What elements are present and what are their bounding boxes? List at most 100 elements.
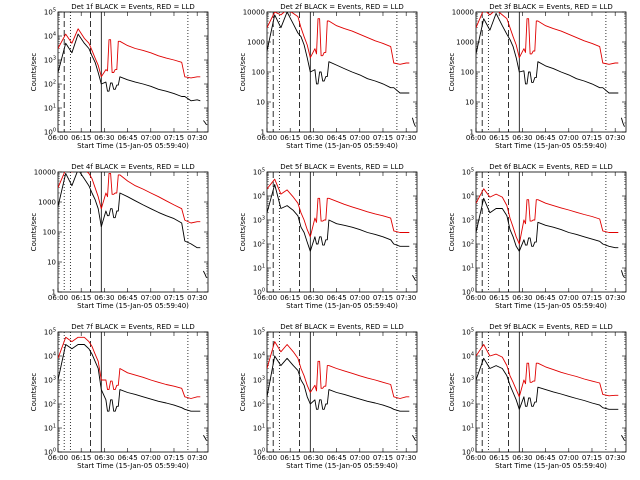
y-tick-label: 102 bbox=[462, 400, 474, 409]
y-tick-label: 101 bbox=[44, 104, 56, 113]
y-tick-label: 104 bbox=[253, 352, 265, 361]
y-tick-label: 10 bbox=[256, 99, 265, 107]
x-tick-label: 06:15 bbox=[280, 454, 300, 462]
chart-panel: Det 3f BLACK = Events, RED = LLD Counts/s… bbox=[448, 3, 627, 150]
y-tick-label: 102 bbox=[462, 240, 474, 249]
y-axis-label: Counts/sec bbox=[30, 53, 38, 92]
x-tick-label: 07:30 bbox=[605, 454, 625, 462]
series-line bbox=[267, 355, 416, 441]
y-tick-label: 101 bbox=[253, 264, 265, 273]
x-tick-label: 06:30 bbox=[303, 294, 323, 302]
x-tick-label: 07:30 bbox=[396, 134, 416, 142]
chart-panel: Det 1f BLACK = Events, RED = LLD Counts/s… bbox=[30, 3, 209, 150]
y-tick-label: 10000 bbox=[34, 169, 56, 177]
plot-frame bbox=[266, 11, 418, 133]
chart-title: Det 3f BLACK = Events, RED = LLD bbox=[489, 3, 612, 11]
y-tick-label: 104 bbox=[462, 192, 474, 201]
chart-panel: Det 9f BLACK = Events, RED = LLD Counts/s… bbox=[448, 323, 627, 470]
chart-title: Det 4f BLACK = Events, RED = LLD bbox=[71, 163, 194, 171]
y-tick-label: 1000 bbox=[38, 199, 56, 207]
x-tick-label: 07:30 bbox=[605, 294, 625, 302]
y-tick-label: 1000 bbox=[456, 39, 474, 47]
chart-title: Det 7f BLACK = Events, RED = LLD bbox=[71, 323, 194, 331]
y-axis-label: Counts/sec bbox=[30, 213, 38, 252]
x-tick-label: 07:00 bbox=[350, 454, 370, 462]
x-tick-label: 07:15 bbox=[582, 454, 602, 462]
x-tick-label: 06:15 bbox=[71, 454, 91, 462]
chart-panel: Det 8f BLACK = Events, RED = LLD Counts/s… bbox=[239, 323, 418, 470]
chart-title: Det 9f BLACK = Events, RED = LLD bbox=[489, 323, 612, 331]
x-tick-label: 06:45 bbox=[117, 294, 137, 302]
y-tick-label: 103 bbox=[44, 56, 56, 65]
y-tick-label: 102 bbox=[44, 80, 56, 89]
chart-panel: Det 6f BLACK = Events, RED = LLD Counts/s… bbox=[448, 163, 627, 310]
plot-frame bbox=[57, 11, 209, 133]
x-tick-label: 06:15 bbox=[71, 134, 91, 142]
x-tick-label: 07:15 bbox=[373, 134, 393, 142]
x-tick-label: 06:45 bbox=[117, 134, 137, 142]
x-tick-label: 06:45 bbox=[326, 454, 346, 462]
y-tick-label: 104 bbox=[462, 352, 474, 361]
x-tick-label: 06:45 bbox=[326, 294, 346, 302]
series-line bbox=[58, 344, 207, 441]
x-tick-label: 07:30 bbox=[187, 294, 207, 302]
series-line bbox=[476, 344, 619, 398]
x-tick-label: 06:30 bbox=[303, 454, 323, 462]
y-tick-label: 1 bbox=[261, 129, 265, 137]
y-tick-label: 101 bbox=[462, 264, 474, 273]
y-tick-label: 100 bbox=[44, 128, 56, 137]
series-line bbox=[476, 12, 625, 127]
series-line bbox=[476, 357, 625, 441]
y-tick-label: 100 bbox=[44, 448, 56, 457]
x-tick-label: 06:45 bbox=[326, 134, 346, 142]
x-tick-label: 06:45 bbox=[535, 454, 555, 462]
x-tick-label: 07:15 bbox=[164, 294, 184, 302]
x-tick-label: 07:15 bbox=[373, 454, 393, 462]
y-tick-label: 105 bbox=[44, 8, 56, 17]
series-line bbox=[58, 28, 201, 79]
y-tick-label: 105 bbox=[253, 328, 265, 337]
x-axis-label: Start Time (15-Jan-05 05:59:40) bbox=[495, 302, 607, 310]
y-tick-label: 103 bbox=[462, 216, 474, 225]
plot-frame bbox=[266, 171, 418, 293]
y-tick-label: 103 bbox=[253, 376, 265, 385]
chart-title: Det 1f BLACK = Events, RED = LLD bbox=[71, 3, 194, 11]
x-tick-label: 07:00 bbox=[350, 134, 370, 142]
x-tick-label: 06:00 bbox=[466, 134, 486, 142]
x-tick-label: 06:15 bbox=[489, 294, 509, 302]
x-tick-label: 06:30 bbox=[94, 134, 114, 142]
x-tick-label: 06:00 bbox=[257, 454, 277, 462]
y-axis-label: Counts/sec bbox=[239, 373, 247, 412]
x-axis-label: Start Time (15-Jan-05 05:59:40) bbox=[286, 142, 398, 150]
y-tick-label: 105 bbox=[44, 328, 56, 337]
x-axis-label: Start Time (15-Jan-05 05:59:40) bbox=[495, 142, 607, 150]
x-tick-label: 06:30 bbox=[512, 294, 532, 302]
y-axis-label: Counts/sec bbox=[30, 373, 38, 412]
x-tick-label: 07:15 bbox=[582, 134, 602, 142]
x-tick-label: 07:00 bbox=[559, 294, 579, 302]
x-tick-label: 06:45 bbox=[535, 134, 555, 142]
x-axis-label: Start Time (15-Jan-05 05:59:40) bbox=[77, 462, 189, 470]
series-line bbox=[476, 197, 625, 278]
x-tick-label: 07:30 bbox=[605, 134, 625, 142]
x-axis-label: Start Time (15-Jan-05 05:59:40) bbox=[286, 302, 398, 310]
x-tick-label: 06:30 bbox=[94, 294, 114, 302]
x-tick-label: 07:00 bbox=[141, 454, 161, 462]
y-tick-label: 105 bbox=[253, 168, 265, 177]
x-tick-label: 06:45 bbox=[535, 294, 555, 302]
y-tick-label: 104 bbox=[253, 192, 265, 201]
x-tick-label: 06:00 bbox=[466, 454, 486, 462]
series-line bbox=[476, 188, 619, 245]
y-tick-label: 1000 bbox=[247, 39, 265, 47]
y-tick-label: 105 bbox=[462, 168, 474, 177]
y-axis-label: Counts/sec bbox=[448, 53, 456, 92]
chart-panel: Det 5f BLACK = Events, RED = LLD Counts/s… bbox=[239, 163, 418, 310]
x-tick-label: 06:00 bbox=[257, 134, 277, 142]
y-tick-label: 1 bbox=[470, 129, 474, 137]
x-tick-label: 07:00 bbox=[559, 454, 579, 462]
y-tick-label: 100 bbox=[462, 448, 474, 457]
chart-title: Det 6f BLACK = Events, RED = LLD bbox=[489, 163, 612, 171]
y-tick-label: 10 bbox=[465, 99, 474, 107]
x-tick-label: 06:30 bbox=[94, 454, 114, 462]
